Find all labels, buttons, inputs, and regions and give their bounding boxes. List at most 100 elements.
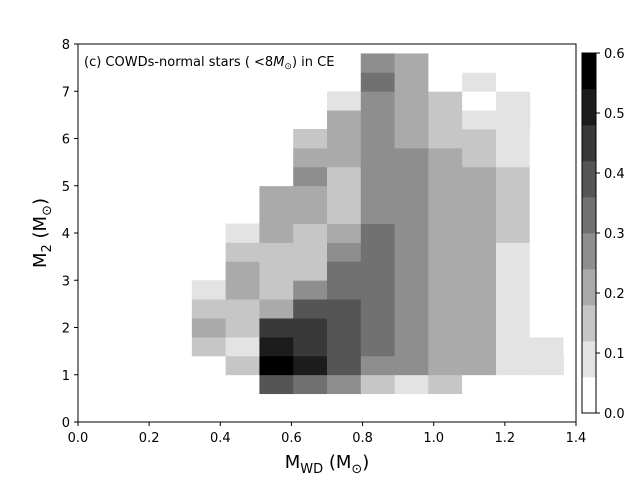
heatmap-cell <box>327 185 362 206</box>
heatmap-cell <box>191 318 227 338</box>
heatmap-cell <box>529 166 564 187</box>
y-tick-label: 0 <box>62 416 70 431</box>
heatmap-cell <box>360 147 395 168</box>
heatmap-cell <box>495 223 531 243</box>
heatmap-cell <box>428 242 463 262</box>
heatmap-cell <box>327 129 362 149</box>
colorbar-segment <box>582 89 596 126</box>
heatmap-cell <box>428 336 463 357</box>
heatmap-cell <box>495 318 531 338</box>
heatmap-cell <box>495 91 531 111</box>
colorbar-segment <box>582 197 596 234</box>
heatmap-cell <box>394 280 429 300</box>
heatmap-cell <box>293 185 328 206</box>
x-tick-label: 0.2 <box>139 431 160 446</box>
x-tick-label: 0.4 <box>210 431 231 446</box>
heatmap-cell <box>529 242 564 262</box>
heatmap-cell <box>394 129 429 149</box>
heatmap-cell <box>462 91 497 111</box>
x-tick-label: 1.4 <box>566 431 587 446</box>
heatmap-cell <box>495 147 531 168</box>
colorbar-segment <box>582 233 596 270</box>
heatmap-cell <box>462 204 497 224</box>
heatmap-cell <box>225 355 260 376</box>
y-tick-label: 1 <box>62 369 70 384</box>
heatmap-cell <box>428 72 463 92</box>
heatmap-cell <box>462 261 497 281</box>
heatmap-cell <box>394 242 429 262</box>
x-axis-ticks: 0.0 0.2 0.4 0.6 0.8 1.0 1.2 1.4 <box>68 422 587 446</box>
heatmap-cell <box>394 318 429 338</box>
heatmap-cell <box>259 261 294 281</box>
heatmap-cell <box>327 336 362 357</box>
colorbar-segment <box>582 341 596 378</box>
heatmap-cell <box>327 110 362 130</box>
heatmap-cell <box>529 280 564 300</box>
heatmap-cell <box>293 355 328 376</box>
heatmap-cell <box>225 280 260 300</box>
heatmap-cell <box>327 374 362 395</box>
heatmap-cell <box>259 336 294 357</box>
heatmap-cell <box>259 223 294 243</box>
heatmap-cell <box>327 166 362 187</box>
y-tick-label: 8 <box>62 38 70 53</box>
heatmap-cell <box>462 374 497 395</box>
heatmap-cell <box>394 355 429 376</box>
colorbar-tick-label: 0.3 <box>604 227 625 242</box>
heatmap-cell <box>462 318 497 338</box>
heatmap-cell <box>327 355 362 376</box>
heatmap-cell <box>495 355 531 376</box>
heatmap-cell <box>360 72 395 92</box>
heatmap-cell <box>225 299 260 319</box>
heatmap-cell <box>495 261 531 281</box>
colorbar-ticks: 0.0 0.1 0.2 0.3 0.4 0.5 0.6 <box>596 47 625 422</box>
heatmap-cell <box>225 336 260 357</box>
colorbar-tick-label: 0.5 <box>604 107 625 122</box>
heatmap-cell <box>462 242 497 262</box>
heatmap-cell <box>529 147 564 168</box>
x-axis-label: MWD (M⊙) <box>285 452 370 477</box>
heatmap-cell <box>327 204 362 224</box>
heatmap-cell <box>394 299 429 319</box>
heatmap-cell <box>495 299 531 319</box>
heatmap-cell <box>259 280 294 300</box>
y-tick-label: 6 <box>62 133 70 148</box>
heatmap-cell <box>495 110 531 130</box>
heatmap-cell <box>529 318 564 338</box>
y-tick-label: 4 <box>62 227 70 242</box>
heatmap-cell <box>462 223 497 243</box>
heatmap-cell <box>462 53 497 73</box>
heatmap-cell <box>360 280 395 300</box>
heatmap-cell <box>428 374 463 395</box>
heatmap-cell <box>428 204 463 224</box>
heatmap-cell <box>191 299 227 319</box>
heatmap-cell <box>529 261 564 281</box>
heatmap-cell <box>360 299 395 319</box>
heatmap-cell <box>360 110 395 130</box>
heatmap-cell <box>360 166 395 187</box>
y-axis-ticks: 0 1 2 3 4 5 6 7 8 <box>62 38 78 431</box>
heatmap-cell <box>428 261 463 281</box>
heatmap-cell <box>428 223 463 243</box>
heatmap-cell <box>293 261 328 281</box>
heatmap-cell <box>495 129 531 149</box>
heatmap-cell <box>428 355 463 376</box>
heatmap-cell <box>529 204 564 224</box>
heatmap-cells <box>191 53 598 395</box>
heatmap-cell <box>495 280 531 300</box>
heatmap-cell <box>462 147 497 168</box>
heatmap-cell <box>495 72 531 92</box>
heatmap-cell <box>360 242 395 262</box>
heatmap-cell <box>327 318 362 338</box>
colorbar-tick-label: 0.0 <box>604 407 625 422</box>
heatmap-cell <box>462 72 497 92</box>
heatmap-cell <box>462 355 497 376</box>
colorbar-segment <box>582 377 596 414</box>
heatmap-cell <box>394 185 429 206</box>
heatmap-cell <box>327 261 362 281</box>
heatmap-cell <box>327 299 362 319</box>
colorbar-segment <box>582 161 596 198</box>
heatmap-cell <box>394 374 429 395</box>
heatmap-cell <box>293 204 328 224</box>
